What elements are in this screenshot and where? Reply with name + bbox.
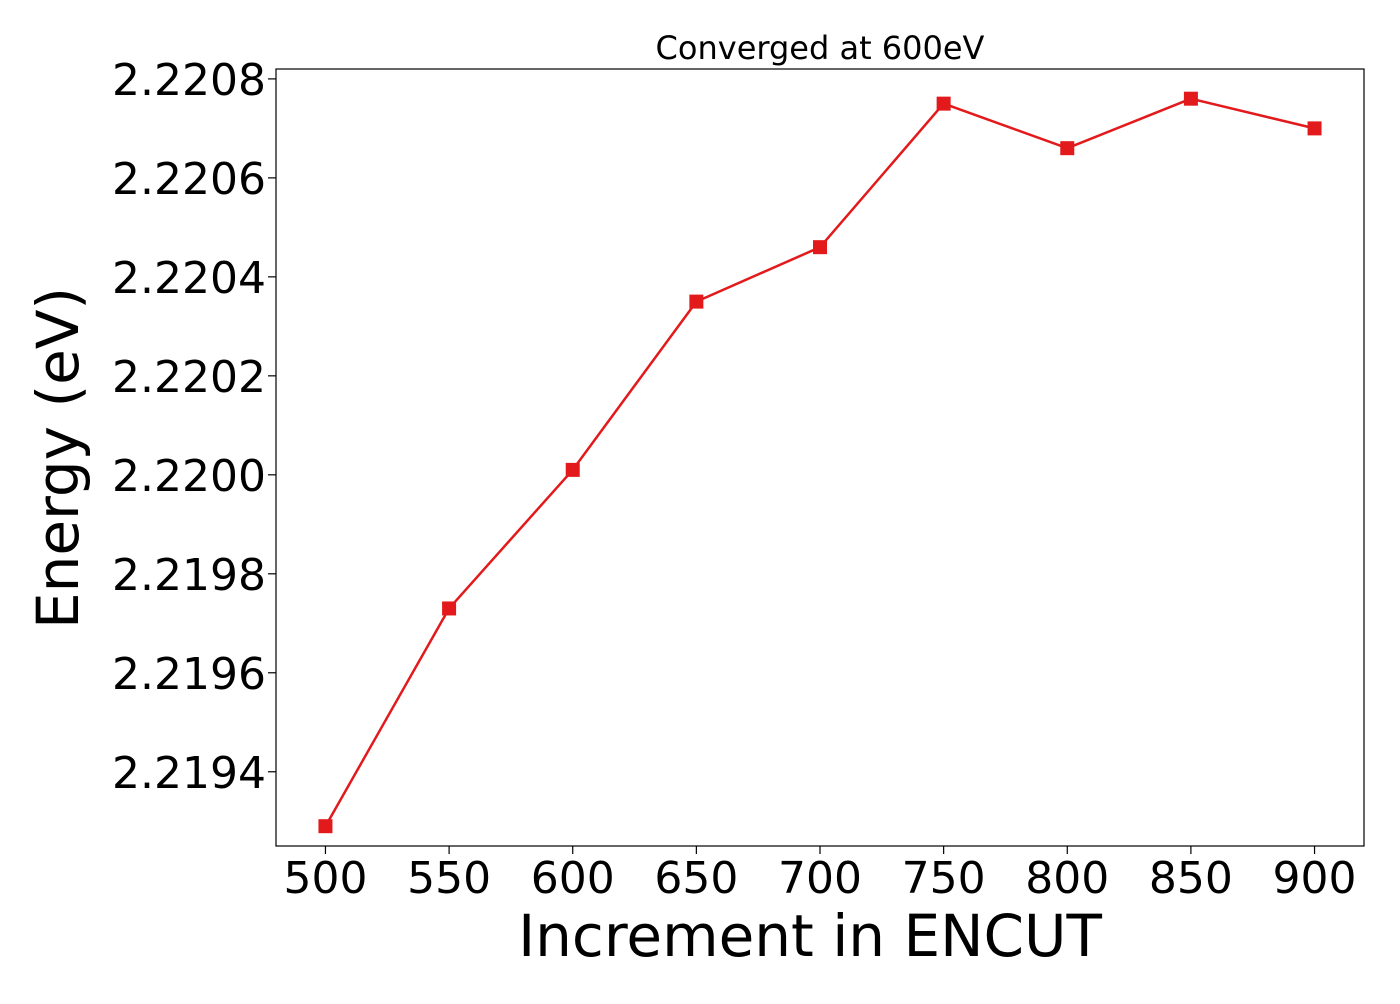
data-point xyxy=(318,819,333,834)
data-point xyxy=(689,294,704,309)
chart-title: Converged at 600eV xyxy=(656,29,985,67)
data-point xyxy=(565,462,580,477)
data-point xyxy=(813,240,827,255)
x-tick-label: 850 xyxy=(1149,853,1233,904)
y-tick-label: 2.2208 xyxy=(112,55,266,106)
data-point xyxy=(1183,91,1198,106)
y-axis-title: Energy (eV) xyxy=(24,287,92,629)
x-tick-label: 800 xyxy=(1025,853,1109,904)
y-tick-label: 2.2194 xyxy=(112,748,266,799)
x-tick-label: 550 xyxy=(407,853,491,904)
plot-frame xyxy=(275,68,1365,847)
y-tick-label: 2.2202 xyxy=(112,352,266,403)
y-tick-label: 2.2200 xyxy=(112,451,266,502)
x-tick-label: 500 xyxy=(283,853,367,904)
data-point xyxy=(1307,121,1322,136)
data-point xyxy=(1060,141,1075,156)
x-tick-label: 600 xyxy=(531,853,615,904)
y-tick-label: 2.2206 xyxy=(112,154,266,205)
y-tick-label: 2.2196 xyxy=(112,649,266,700)
y-tick-label: 2.2204 xyxy=(112,253,266,304)
plot-area: 500 550 600 650 700 750 800 850 900 2.2194 2.2196 2… xyxy=(112,55,1365,904)
x-tick-label: 650 xyxy=(654,853,738,904)
x-tick-label: 750 xyxy=(902,853,986,904)
y-tick-label: 2.2198 xyxy=(112,550,266,601)
x-tick-label: 900 xyxy=(1273,853,1357,904)
data-point xyxy=(442,601,457,616)
x-tick-label: 700 xyxy=(778,853,862,904)
x-axis-title: Increment in ENCUT xyxy=(518,902,1102,970)
series-line xyxy=(324,97,1315,827)
data-point xyxy=(936,96,951,111)
